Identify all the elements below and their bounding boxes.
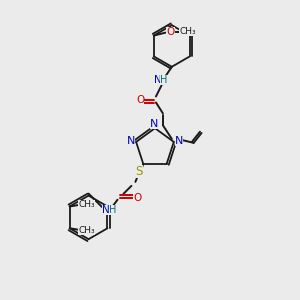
Text: O: O — [136, 95, 144, 106]
Text: H: H — [160, 75, 168, 85]
Text: N: N — [127, 136, 135, 146]
Text: CH₃: CH₃ — [78, 226, 95, 235]
Text: CH₃: CH₃ — [179, 27, 196, 36]
Text: S: S — [136, 166, 143, 178]
Text: N: N — [102, 205, 110, 214]
Text: CH₃: CH₃ — [78, 200, 95, 209]
Text: N: N — [154, 75, 162, 85]
Text: N: N — [175, 136, 183, 146]
Text: N: N — [150, 119, 158, 129]
Text: O: O — [133, 193, 142, 203]
Text: H: H — [109, 205, 116, 214]
Text: O: O — [167, 27, 175, 37]
